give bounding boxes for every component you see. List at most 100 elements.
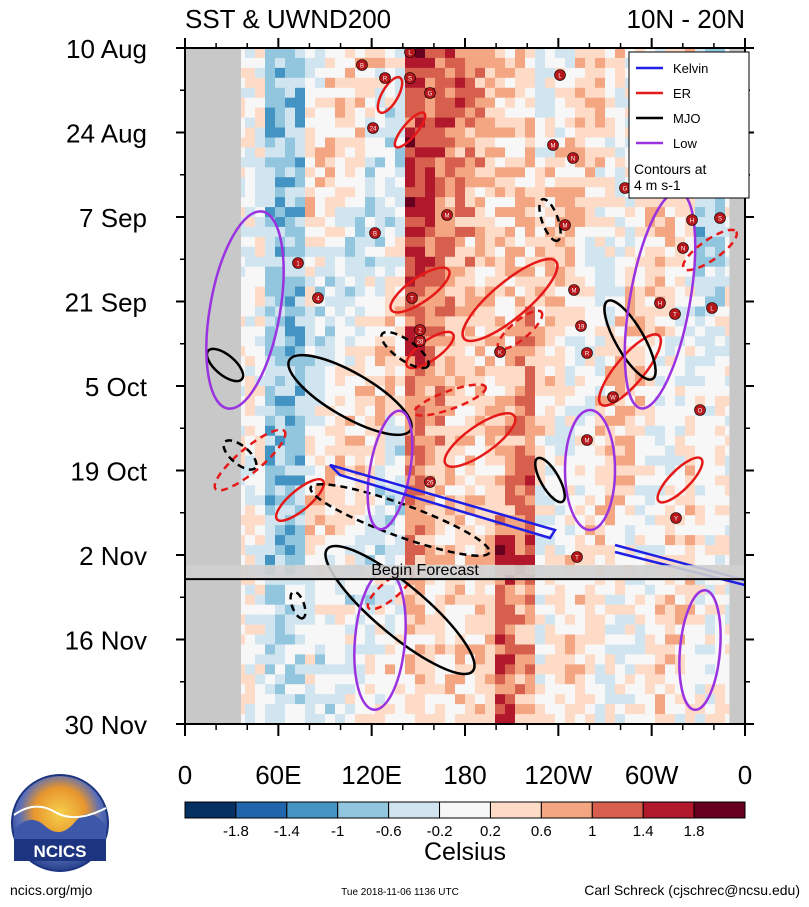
sst-cell (285, 435, 296, 447)
sst-cell (365, 604, 376, 616)
sst-cell (625, 505, 636, 516)
sst-cell (545, 256, 556, 268)
sst-cell (405, 147, 416, 158)
sst-cell (615, 97, 626, 109)
sst-cell (505, 445, 516, 457)
sst-cell (485, 694, 496, 705)
sst-cell (285, 535, 296, 546)
sst-cell (555, 386, 566, 397)
sst-cell (295, 286, 306, 298)
sst-cell (505, 256, 516, 268)
sst-cell (305, 405, 316, 417)
sst-cell (565, 694, 576, 705)
sst-cell (595, 157, 606, 168)
sst-cell (715, 316, 726, 327)
sst-cell (425, 97, 436, 109)
sst-cell (625, 634, 636, 645)
sst-cell (665, 545, 676, 556)
sst-cell (445, 405, 456, 417)
sst-cell (605, 505, 616, 516)
sst-cell (445, 167, 456, 178)
sst-cell (605, 157, 616, 168)
sst-cell (335, 346, 346, 357)
sst-cell (505, 545, 516, 556)
sst-cell (295, 147, 306, 158)
sst-cell (685, 316, 696, 327)
sst-cell (335, 376, 346, 387)
sst-cell (245, 435, 256, 447)
sst-cell (455, 525, 466, 536)
sst-cell (405, 177, 416, 188)
sst-cell (455, 346, 466, 357)
sst-cell (665, 236, 676, 248)
sst-cell (445, 584, 456, 596)
sst-cell (685, 614, 696, 626)
sst-cell (325, 117, 336, 129)
sst-cell (485, 97, 496, 109)
sst-cell (505, 107, 516, 119)
sst-cell (515, 207, 526, 218)
sst-cell (315, 226, 326, 238)
sst-cell (715, 545, 726, 556)
sst-cell (295, 584, 306, 596)
sst-cell (405, 107, 416, 119)
sst-cell (265, 127, 276, 138)
sst-cell (615, 485, 626, 496)
sst-cell (475, 246, 486, 258)
sst-cell (465, 127, 476, 138)
sst-cell (645, 276, 656, 288)
sst-cell (455, 97, 466, 109)
sst-cell (395, 48, 406, 59)
sst-cell (285, 604, 296, 616)
sst-cell (415, 505, 426, 516)
sst-cell (705, 704, 716, 715)
sst-cell (275, 395, 286, 407)
sst-cell (595, 614, 606, 626)
sst-cell (355, 634, 366, 645)
sst-cell (345, 505, 356, 516)
sst-cell (675, 694, 686, 705)
ncics-logo: NCICS (11, 774, 109, 872)
sst-cell (645, 704, 656, 715)
sst-cell (615, 664, 626, 675)
sst-cell (475, 336, 486, 347)
sst-cell (395, 395, 406, 407)
sst-cell (395, 465, 406, 476)
sst-cell (565, 167, 576, 178)
sst-cell (295, 127, 306, 138)
sst-cell (355, 187, 366, 198)
sst-cell (615, 555, 626, 566)
sst-cell (515, 415, 526, 427)
sst-cell (705, 346, 716, 357)
sst-cell (375, 266, 386, 278)
sst-cell (675, 455, 686, 467)
sst-cell (705, 296, 716, 307)
sst-cell (295, 505, 306, 516)
sst-cell (455, 107, 466, 119)
sst-cell (565, 57, 576, 69)
sst-cell (665, 415, 676, 427)
y-tick-label: 10 Aug (66, 34, 147, 64)
sst-cell (655, 405, 666, 417)
sst-cell (255, 714, 266, 724)
sst-cell (395, 57, 406, 69)
sst-cell (315, 445, 326, 457)
sst-cell (575, 97, 586, 109)
sst-cell (375, 87, 386, 99)
sst-cell (325, 107, 336, 119)
sst-cell (715, 465, 726, 476)
sst-cell (265, 545, 276, 556)
sst-cell (705, 326, 716, 337)
sst-cell (355, 137, 366, 148)
sst-cell (405, 187, 416, 198)
sst-cell (285, 465, 296, 476)
sst-cell (425, 515, 436, 526)
sst-cell (685, 515, 696, 526)
sst-cell (535, 137, 546, 148)
sst-cell (715, 704, 726, 715)
sst-cell (395, 236, 406, 248)
sst-cell (395, 117, 406, 129)
sst-cell (325, 475, 336, 486)
sst-cell (655, 505, 666, 516)
sst-cell (385, 177, 396, 188)
